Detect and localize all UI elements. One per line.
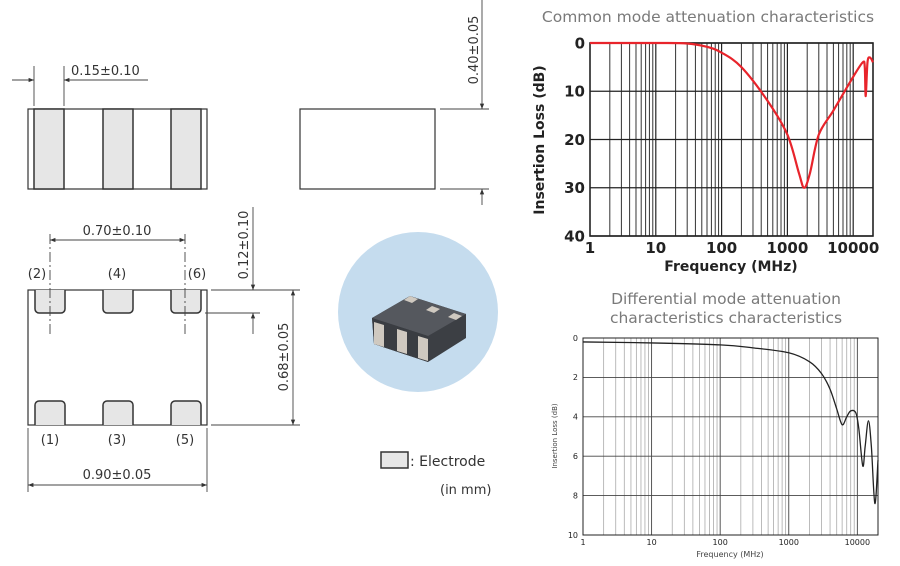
x-tick-label: 1000 [779, 538, 799, 547]
y-tick-label: 10 [564, 83, 585, 101]
x-tick-label: 10 [646, 538, 656, 547]
y-tick-label: 0 [573, 334, 578, 343]
y-axis-label: Insertion Loss (dB) [551, 403, 559, 469]
y-tick-label: 20 [564, 131, 585, 149]
y-tick-label: 6 [573, 452, 578, 461]
bottom-view-drawing: 0.70±0.10 (2) (4) (6) (1) (3) (5) 0.90±0… [27, 207, 300, 492]
side-view-drawing: 0.15±0.10 [12, 64, 208, 190]
y-tick-label: 30 [564, 179, 585, 197]
common-mode-chart: Common mode attenuation characteristics … [532, 8, 879, 275]
pin-label-4: (4) [108, 267, 126, 282]
x-axis-label: Frequency (MHz) [664, 259, 797, 275]
end-view-drawing: 0.40±0.05 [299, 0, 489, 205]
plot-area-frame [589, 42, 874, 237]
chart-title: Common mode attenuation characteristics [542, 8, 874, 26]
x-tick-label: 10000 [845, 538, 870, 547]
x-tick-label: 100 [713, 538, 728, 547]
x-tick-label: 1 [585, 239, 595, 257]
pin-label-5: (5) [176, 433, 194, 448]
plot-area-frame [582, 337, 879, 536]
dimension-electrode-width: 0.15±0.10 [71, 64, 140, 79]
pin-label-1: (1) [41, 433, 59, 448]
pin-label-2: (2) [28, 267, 46, 282]
electrode-legend: : Electrode (in mm) [380, 451, 491, 498]
x-tick-label: 1000 [767, 239, 809, 257]
differential-mode-chart: Differential mode attenuation characteri… [551, 290, 879, 559]
chart-title-line-2: characteristics characteristics [610, 309, 842, 327]
component-photo [338, 232, 498, 392]
y-tick-label: 2 [573, 373, 578, 382]
insertion-loss-curve [589, 41, 874, 189]
unit-note: (in mm) [440, 483, 491, 498]
y-tick-label: 0 [575, 34, 585, 52]
y-tick-label: 40 [564, 227, 585, 245]
electrode-legend-label: : Electrode [410, 454, 485, 470]
pin-label-6: (6) [188, 267, 206, 282]
x-tick-label: 10000 [827, 239, 879, 257]
x-axis-label: Frequency (MHz) [696, 550, 763, 559]
dimension-pitch: 0.70±0.10 [83, 224, 152, 239]
x-tick-label: 10 [645, 239, 666, 257]
dimension-pad-length: 0.12±0.10 [237, 211, 252, 280]
dimension-length: 0.90±0.05 [83, 468, 152, 483]
x-tick-label: 1 [580, 538, 585, 547]
electrode-swatch [380, 451, 409, 469]
y-tick-label: 10 [568, 531, 578, 540]
dimension-thickness: 0.40±0.05 [467, 16, 482, 85]
y-tick-label: 4 [573, 413, 578, 422]
y-tick-label: 8 [573, 491, 578, 500]
dimension-width: 0.68±0.05 [277, 323, 292, 392]
chart-title-line-1: Differential mode attenuation [611, 290, 841, 308]
insertion-loss-curve [582, 341, 879, 505]
x-tick-label: 100 [706, 239, 737, 257]
pin-label-3: (3) [108, 433, 126, 448]
y-axis-label: Insertion Loss (dB) [532, 65, 548, 214]
